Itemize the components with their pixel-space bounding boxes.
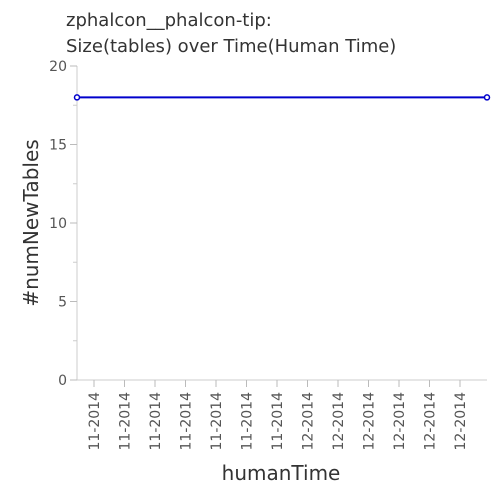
x-tick-label: 12-2014 (331, 392, 347, 451)
y-tick-label: 0 (58, 373, 67, 389)
y-tick-label: 20 (49, 59, 67, 75)
series-layer (73, 94, 491, 101)
y-axis-title: #numNewTables (19, 139, 43, 306)
chart-axes (76, 66, 487, 381)
x-tick-label: 12-2014 (453, 392, 469, 451)
x-tick-label: 12-2014 (362, 392, 378, 451)
x-tick-label: 11-2014 (118, 392, 134, 451)
y-tick-label: 5 (58, 295, 67, 311)
series-point (73, 94, 81, 101)
x-tick-label: 11-2014 (87, 392, 103, 451)
x-tick-label: 11-2014 (148, 392, 164, 451)
series-point (483, 94, 491, 101)
x-tick-label: 12-2014 (392, 392, 408, 451)
x-tick-label: 12-2014 (423, 392, 439, 451)
x-tick-label: 11-2014 (240, 392, 256, 451)
x-axis-title: humanTime (222, 461, 341, 485)
x-axis-ticks: 11-2014 11-2014 11-2014 11-2014 11-2014 11-20… (87, 380, 469, 451)
chart-title-line-1: zphalcon__phalcon-tip: (66, 10, 272, 31)
chart-title-line-2: Size(tables) over Time(Human Time) (66, 36, 397, 57)
y-tick-label: 10 (49, 216, 67, 232)
x-tick-label: 11-2014 (270, 392, 286, 451)
y-tick-label: 15 (49, 138, 67, 154)
x-tick-label: 11-2014 (179, 392, 195, 451)
y-axis-ticks: 0 5 10 15 20 (49, 59, 77, 389)
x-tick-label: 11-2014 (209, 392, 225, 451)
chart-title: zphalcon__phalcon-tip: Size(tables) over… (66, 8, 396, 60)
x-tick-label: 12-2014 (301, 392, 317, 451)
